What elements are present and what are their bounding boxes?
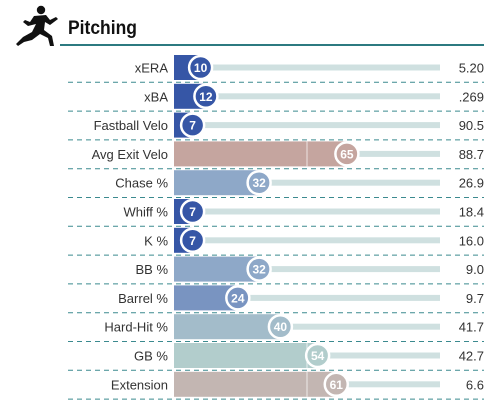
stat-value: 9.0 [466, 262, 484, 277]
percentile-value: 24 [231, 291, 245, 305]
metric-label: Fastball Velo [94, 118, 168, 133]
metric-label: GB % [134, 349, 168, 364]
percentile-bar [174, 170, 260, 196]
stat-value: 6.6 [466, 377, 484, 392]
metric-label: Hard-Hit % [104, 320, 168, 335]
percentile-track [174, 237, 440, 244]
percentile-track [174, 208, 440, 215]
percentile-value: 65 [340, 147, 354, 161]
metric-label: K % [144, 233, 168, 248]
percentile-value: 32 [252, 263, 266, 277]
stat-value: 88.7 [459, 147, 484, 162]
percentile-bar [174, 371, 337, 397]
percentile-marker [179, 227, 206, 254]
percentile-value: 10 [194, 61, 208, 75]
percentile-value: 54 [311, 349, 325, 363]
percentile-track [174, 122, 440, 129]
metric-label: Chase % [115, 176, 168, 191]
percentile-marker [246, 256, 272, 282]
percentile-track [174, 266, 440, 273]
percentile-bar [174, 314, 281, 340]
percentile-track [174, 323, 440, 330]
percentile-marker [334, 141, 360, 167]
percentile-marker [193, 83, 219, 110]
stat-value: 41.7 [459, 320, 484, 335]
stat-value: .269 [459, 89, 484, 104]
metric-label: xERA [135, 61, 169, 76]
metric-label: Barrel % [118, 291, 168, 306]
stat-value: 5.20 [459, 61, 484, 76]
stat-value: 16.0 [459, 233, 484, 248]
stat-value: 42.7 [459, 349, 484, 364]
percentile-marker [179, 198, 206, 225]
percentile-value: 7 [189, 205, 196, 219]
percentile-track [174, 179, 440, 186]
metric-label: Avg Exit Velo [92, 147, 168, 162]
percentile-track [174, 64, 440, 71]
header-divider [60, 44, 484, 46]
percentile-track [174, 93, 440, 100]
metric-label: Whiff % [123, 205, 168, 220]
stat-value: 9.7 [466, 291, 484, 306]
pitcher-icon [16, 5, 58, 46]
percentile-marker [187, 54, 214, 81]
section-header: Pitching [0, 0, 504, 48]
percentile-value: 40 [274, 320, 288, 334]
section-title: Pitching [68, 18, 137, 39]
percentile-bar [174, 141, 347, 167]
percentile-marker [246, 169, 272, 196]
percentile-value: 32 [252, 176, 266, 190]
stat-value: 90.5 [459, 118, 484, 133]
stat-value: 18.4 [459, 205, 484, 220]
percentile-marker [267, 313, 294, 340]
percentile-marker [225, 285, 251, 311]
percentile-marker [179, 112, 206, 138]
percentile-bar [174, 256, 260, 282]
percentile-marker [323, 371, 350, 398]
percentile-value: 12 [199, 90, 213, 104]
percentile-track [174, 294, 440, 301]
percentile-value: 7 [189, 234, 196, 248]
metric-label: xBA [144, 89, 168, 104]
stat-value: 26.9 [459, 176, 484, 191]
percentile-bar [174, 343, 318, 368]
percentile-marker [304, 342, 331, 369]
metric-label: Extension [111, 377, 168, 392]
percentile-value: 7 [189, 119, 196, 133]
percentile-value: 61 [330, 378, 344, 392]
metric-label: BB % [135, 262, 168, 277]
